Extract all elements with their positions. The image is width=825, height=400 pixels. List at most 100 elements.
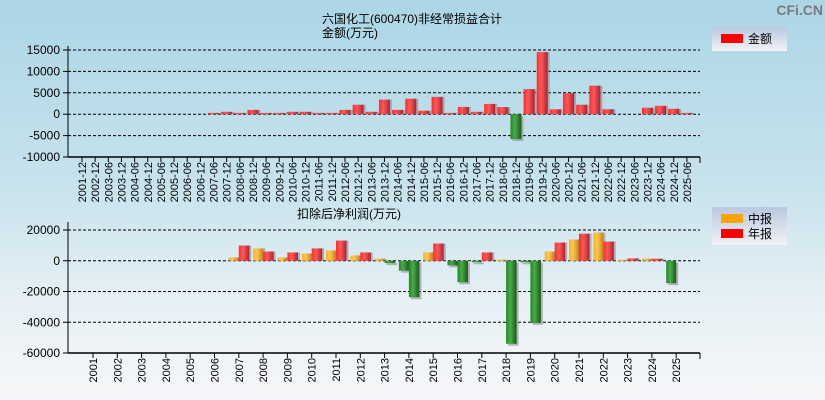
x-tick-label: 2018-12 xyxy=(511,162,523,202)
x-tick-label: 2025-06 xyxy=(682,162,694,202)
bar-interim xyxy=(253,248,264,261)
bar-annual xyxy=(263,251,274,261)
bar-interim xyxy=(617,259,628,261)
x-tick-label: 2016-06 xyxy=(445,162,457,202)
bar-annual xyxy=(603,241,614,261)
bar-amount xyxy=(326,112,338,115)
bar-amount xyxy=(418,110,430,115)
legend-swatch xyxy=(721,214,743,223)
y-tick-label: 15000 xyxy=(27,43,61,57)
bar-interim xyxy=(423,252,434,261)
bar-interim xyxy=(520,260,531,263)
bar-interim xyxy=(228,257,239,261)
bar-annual xyxy=(311,248,323,261)
legend-bottom: 中报 年报 xyxy=(712,207,787,245)
x-tick-label: 2019-06 xyxy=(524,162,536,202)
bar-amount xyxy=(313,112,325,115)
bar-amount xyxy=(510,114,522,140)
bar-amount xyxy=(681,112,693,115)
x-tick-label: 2011-12 xyxy=(327,162,339,202)
bar-amount xyxy=(378,99,390,115)
legend-top: 金额 xyxy=(712,27,787,51)
x-tick-label: 2017-06 xyxy=(472,162,484,202)
x-tick-label: 2002-12 xyxy=(90,162,102,202)
bar-amount xyxy=(668,108,680,115)
x-tick-label: 2023 xyxy=(623,358,635,382)
bar-annual xyxy=(360,252,371,261)
y-tick-label: -10000 xyxy=(23,150,61,164)
x-tick-label: 2022 xyxy=(598,358,610,382)
x-tick-label: 2008-12 xyxy=(248,162,260,202)
bar-annual xyxy=(238,245,250,261)
bar-amount xyxy=(339,109,351,115)
bar-amount xyxy=(273,112,285,115)
x-tick-label: 2017-12 xyxy=(485,162,497,202)
x-tick-label: 2024-12 xyxy=(669,162,681,202)
bar-interim xyxy=(374,258,385,261)
bar-amount xyxy=(563,93,575,115)
x-tick-label: 2012-06 xyxy=(340,162,352,202)
bar-annual xyxy=(579,233,590,261)
bar-amount xyxy=(576,104,588,115)
x-tick-label: 2014-06 xyxy=(393,162,405,202)
legend-item-interim: 中报 xyxy=(712,211,787,226)
y-tick-label: 5000 xyxy=(33,86,60,100)
y-tick-label: -5000 xyxy=(29,129,60,143)
legend-swatch xyxy=(721,229,743,238)
x-tick-label: 2012 xyxy=(355,358,367,382)
x-tick-label: 2009 xyxy=(282,358,294,382)
bar-amount xyxy=(484,103,496,115)
bar-amount xyxy=(549,109,561,115)
x-tick-label: 2005 xyxy=(185,358,197,382)
x-tick-label: 2020-12 xyxy=(564,162,576,202)
bar-annual xyxy=(408,260,420,298)
bar-amount xyxy=(247,109,259,115)
bar-amount xyxy=(457,106,469,115)
bar-amount xyxy=(497,107,509,115)
x-tick-label: 2016 xyxy=(453,358,465,382)
bar-amount xyxy=(208,112,219,115)
bar-annual-shadow xyxy=(386,262,398,266)
bar-amount xyxy=(641,107,653,115)
x-tick-label: 2016-12 xyxy=(458,162,470,202)
x-tick-label: 2020 xyxy=(550,358,562,382)
y-tick-label: -60000 xyxy=(23,346,61,360)
chart-title: 六国化工(600470)非经常损益合计 xyxy=(322,12,503,26)
x-tick-label: 2010-06 xyxy=(287,162,299,202)
x-tick-label: 2024-06 xyxy=(656,162,668,202)
bar-amount xyxy=(444,112,456,115)
bar-interim xyxy=(398,260,409,271)
x-tick-label: 2009-06 xyxy=(261,162,273,202)
x-tick-label: 2002 xyxy=(112,358,124,382)
x-tick-label: 2017 xyxy=(477,358,489,382)
x-tick-label: 2015-12 xyxy=(432,162,444,202)
y-tick-label: 10000 xyxy=(27,64,61,78)
bar-amount xyxy=(300,111,312,115)
x-tick-label: 2001 xyxy=(88,358,100,382)
x-tick-label: 2014 xyxy=(404,358,416,382)
x-tick-label: 2021-12 xyxy=(590,162,602,202)
legend-swatch xyxy=(721,34,743,43)
x-tick-label: 2003 xyxy=(137,358,149,382)
x-tick-label: 2008 xyxy=(258,358,270,382)
bar-annual xyxy=(336,240,347,261)
bar-interim-shadow xyxy=(473,262,484,265)
bar-interim xyxy=(326,250,336,261)
y-tick-label: 0 xyxy=(53,107,60,121)
x-tick-label: 2023-12 xyxy=(642,162,654,202)
bar-interim xyxy=(301,253,312,261)
x-tick-label: 2013 xyxy=(380,358,392,382)
x-tick-label: 2018-06 xyxy=(498,162,510,202)
bar-amount xyxy=(536,52,548,115)
y-tick-label: 0 xyxy=(53,254,60,268)
bar-amount xyxy=(431,96,443,115)
x-tick-label: 2007-12 xyxy=(222,162,234,202)
bar-interim xyxy=(666,260,677,284)
bar-interim xyxy=(544,251,555,261)
x-tick-label: 2012-12 xyxy=(353,162,365,202)
x-tick-label: 2014-12 xyxy=(406,162,418,202)
y-tick-label: -40000 xyxy=(23,315,61,329)
legend-item-annual: 年报 xyxy=(712,226,787,241)
bar-amount xyxy=(655,105,667,115)
x-tick-label: 2020-06 xyxy=(550,162,562,202)
